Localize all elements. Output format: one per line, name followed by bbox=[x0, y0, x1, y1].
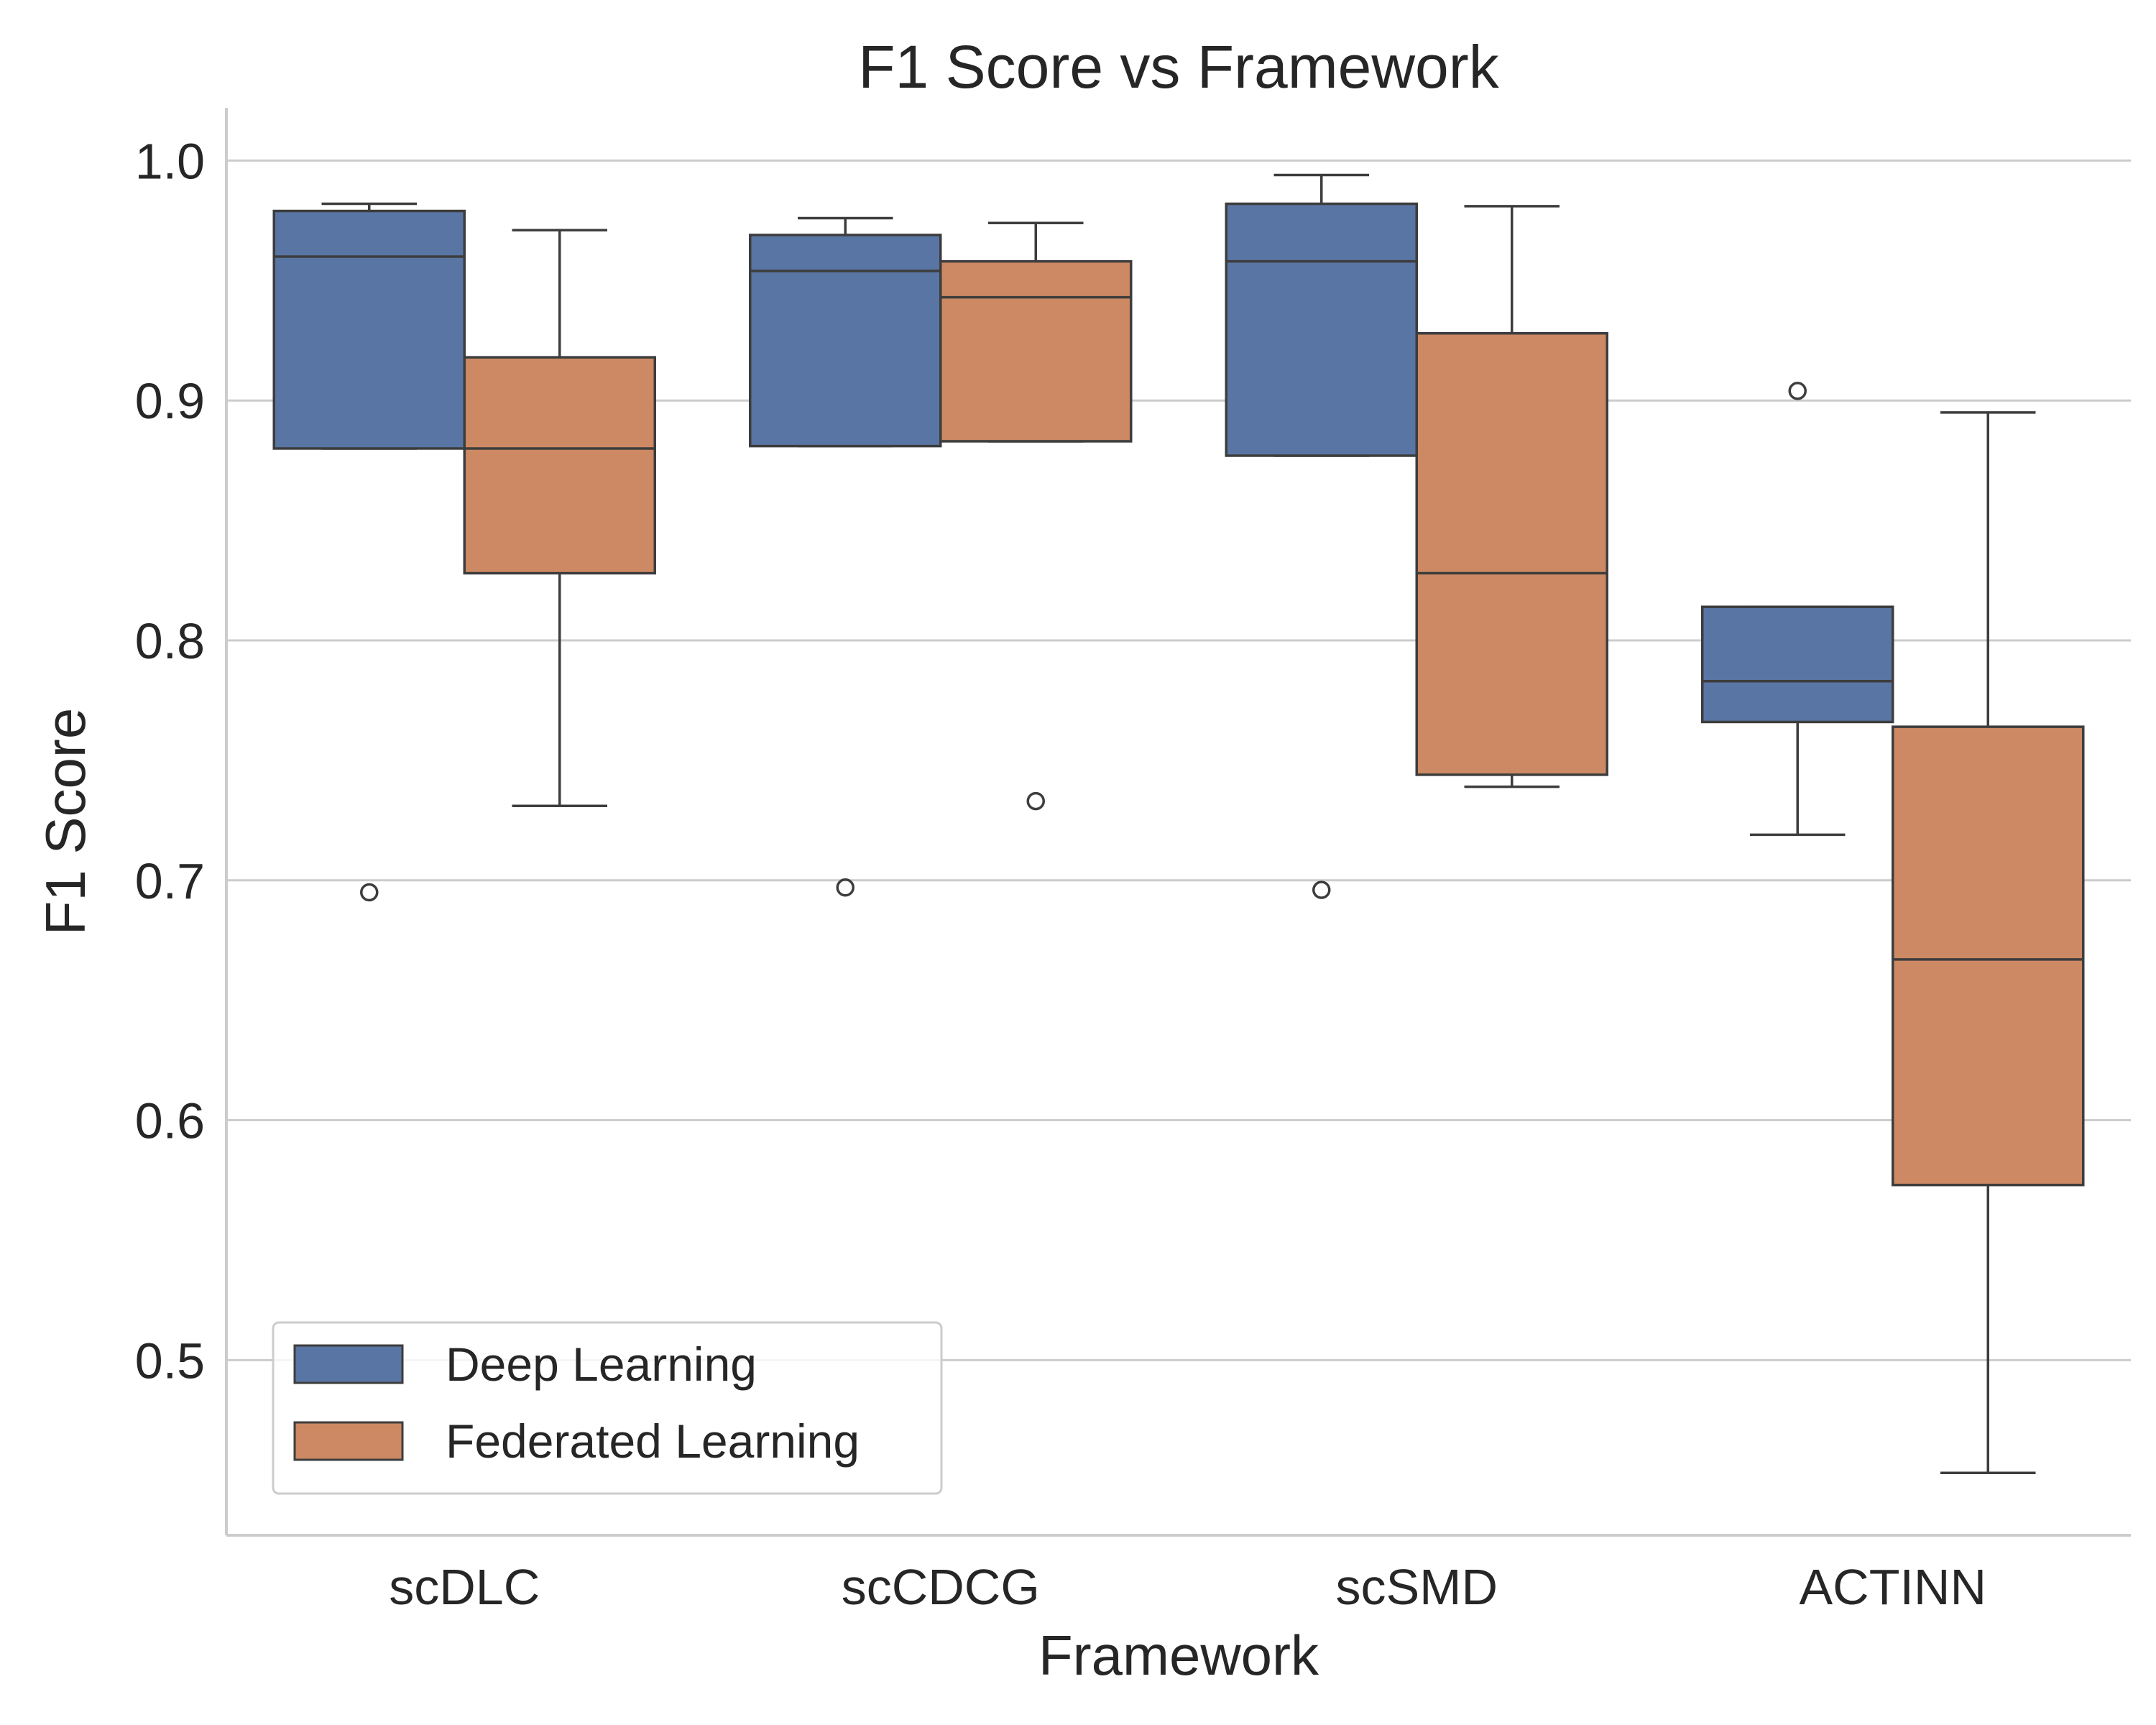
gridlines bbox=[226, 159, 2131, 1361]
x-tick-label: scDLC bbox=[389, 1559, 540, 1615]
outlier-point bbox=[836, 878, 854, 897]
y-tick-label: 1.0 bbox=[135, 133, 205, 189]
outlier-point bbox=[1026, 791, 1045, 811]
box-deep-learning-scsmd bbox=[1225, 173, 1418, 899]
y-tick-label: 0.5 bbox=[135, 1333, 205, 1389]
box-deep-learning-sccdcg bbox=[749, 216, 942, 897]
legend-label-federated-learning: Federated Learning bbox=[446, 1414, 860, 1468]
box-federated-learning-sccdcg bbox=[939, 221, 1133, 811]
y-tick-label: 0.9 bbox=[135, 373, 205, 429]
x-tick-label: ACTINN bbox=[1799, 1559, 1986, 1615]
y-axis-label: F1 Score bbox=[34, 708, 97, 935]
box-deep-learning-actinn bbox=[1701, 382, 1894, 837]
chart-title: F1 Score vs Framework bbox=[858, 33, 1500, 101]
iqr-box bbox=[1415, 332, 1608, 776]
legend: Deep Learning Federated Learning bbox=[272, 1321, 943, 1495]
iqr-box bbox=[749, 234, 942, 448]
y-tick-label: 0.7 bbox=[135, 853, 205, 909]
box-deep-learning-scdlc bbox=[272, 202, 466, 902]
iqr-box bbox=[1892, 725, 2085, 1187]
outlier-point bbox=[360, 883, 379, 902]
legend-swatch-federated-learning bbox=[293, 1421, 404, 1461]
x-tick-labels: scDLC scCDCG scSMD ACTINN bbox=[389, 1559, 1986, 1615]
iqr-box bbox=[272, 209, 466, 450]
box-federated-learning-scdlc bbox=[463, 229, 656, 808]
x-axis-label: Framework bbox=[1038, 1624, 1319, 1687]
y-tick-label: 0.8 bbox=[135, 613, 205, 669]
iqr-box bbox=[1225, 202, 1418, 457]
iqr-box bbox=[939, 259, 1133, 443]
legend-frame bbox=[272, 1321, 943, 1495]
axes-spines bbox=[225, 108, 2131, 1537]
iqr-box bbox=[463, 356, 656, 575]
box-federated-learning-actinn bbox=[1892, 411, 2085, 1474]
x-tick-label: scSMD bbox=[1335, 1559, 1498, 1615]
y-tick-label: 0.6 bbox=[135, 1093, 205, 1149]
outlier-point bbox=[1788, 382, 1807, 400]
outlier-point bbox=[1312, 880, 1331, 899]
box-federated-learning-scsmd bbox=[1415, 205, 1608, 788]
x-tick-label: scCDCG bbox=[842, 1559, 1040, 1615]
legend-label-deep-learning: Deep Learning bbox=[446, 1338, 757, 1391]
iqr-box bbox=[1701, 605, 1894, 724]
y-tick-labels: 0.5 0.6 0.7 0.8 0.9 1.0 bbox=[135, 133, 205, 1389]
legend-swatch-deep-learning bbox=[293, 1344, 404, 1384]
boxes-layer bbox=[272, 173, 2085, 1474]
